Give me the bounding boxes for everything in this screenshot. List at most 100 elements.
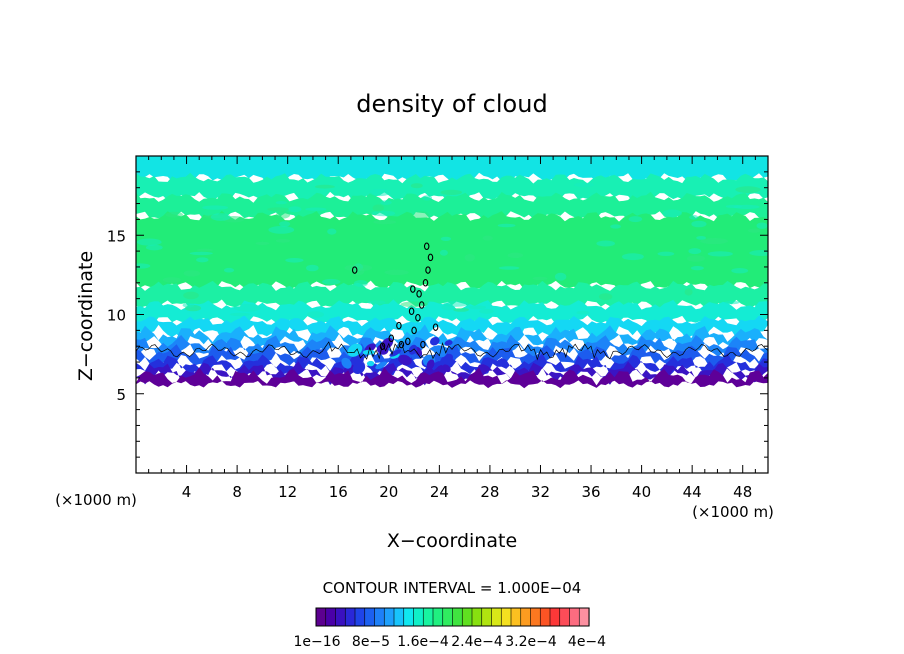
colorbar: 1e−16 8e−5 1.6e−4 2.4e−4 3.2e−4 4e−4 bbox=[293, 607, 606, 650]
chart-title: density of cloud bbox=[356, 90, 547, 118]
density-speckle bbox=[733, 204, 760, 209]
contour-blob bbox=[398, 340, 405, 349]
colorbar-swatch bbox=[374, 607, 385, 627]
contour-blob bbox=[388, 334, 395, 343]
density-band bbox=[136, 191, 768, 222]
contour-blob bbox=[416, 290, 422, 298]
density-speckle bbox=[275, 201, 287, 205]
density-speckle bbox=[255, 241, 270, 245]
colorbar-swatch bbox=[559, 607, 571, 627]
density-speckle bbox=[440, 236, 452, 241]
density-speckle bbox=[223, 267, 235, 273]
colorbar-label: 1.6e−4 bbox=[397, 634, 449, 650]
colorbar-swatch bbox=[520, 607, 532, 627]
density-speckle bbox=[684, 288, 693, 296]
density-speckle bbox=[657, 251, 675, 256]
colorbar-swatch bbox=[432, 607, 444, 627]
density-speckle bbox=[353, 280, 368, 287]
y-tick-label: 10 bbox=[107, 307, 126, 325]
plume-cell bbox=[442, 364, 451, 373]
density-speckle bbox=[756, 222, 768, 229]
colorbar-swatch bbox=[413, 607, 424, 627]
colorbar-swatch bbox=[422, 607, 434, 627]
colorbar-swatch bbox=[403, 607, 415, 627]
x-tick-label: 24 bbox=[430, 483, 449, 501]
density-speckle bbox=[468, 305, 487, 310]
contour-blob bbox=[379, 342, 386, 350]
contour-interval-text: CONTOUR INTERVAL = 1.000E−04 bbox=[323, 579, 582, 597]
density-speckle bbox=[136, 263, 151, 269]
plume-cell bbox=[341, 357, 352, 369]
density-band bbox=[136, 156, 768, 184]
x-tick-label: 36 bbox=[581, 483, 600, 501]
y-tick-label: 15 bbox=[107, 227, 126, 245]
colorbar-swatch bbox=[539, 607, 551, 627]
density-speckle bbox=[696, 236, 706, 240]
colorbar-swatch bbox=[481, 607, 493, 627]
colorbar-label: 3.2e−4 bbox=[505, 634, 557, 650]
density-speckle bbox=[735, 186, 761, 194]
density-speckle bbox=[276, 211, 291, 219]
contour-blob bbox=[418, 301, 425, 309]
density-speckle bbox=[371, 210, 396, 217]
density-speckle bbox=[306, 264, 319, 272]
y-tick-label: 5 bbox=[116, 386, 126, 404]
contour-blob bbox=[420, 340, 426, 349]
contour-blob bbox=[396, 321, 402, 330]
colorbar-swatch bbox=[364, 607, 376, 627]
density-speckle bbox=[373, 219, 397, 225]
density-speckle bbox=[234, 303, 261, 312]
density-speckle bbox=[628, 216, 643, 223]
density-speckle bbox=[285, 258, 304, 263]
density-speckle bbox=[400, 301, 428, 308]
density-speckle bbox=[145, 244, 163, 251]
colorbar-swatch bbox=[500, 607, 512, 627]
density-speckle bbox=[267, 207, 289, 212]
contour-blob bbox=[422, 279, 429, 287]
contour-blob bbox=[411, 326, 417, 335]
x-tick-label: 44 bbox=[683, 483, 702, 501]
colorbar-swatch bbox=[383, 607, 395, 627]
plume-cell bbox=[389, 349, 402, 357]
density-speckle bbox=[369, 188, 391, 197]
plume-cell bbox=[444, 340, 453, 346]
colorbar-label: 1e−16 bbox=[293, 634, 340, 650]
colorbar-swatch bbox=[325, 607, 337, 627]
colorbar-swatch bbox=[354, 607, 366, 627]
density-speckle bbox=[576, 310, 590, 315]
plume-cell bbox=[426, 359, 435, 370]
contour-blob bbox=[425, 266, 431, 274]
density-speckle bbox=[344, 264, 373, 272]
density-speckle bbox=[532, 276, 548, 281]
density-band bbox=[136, 210, 768, 292]
colorbar-swatch bbox=[452, 607, 463, 627]
density-speckle bbox=[482, 235, 493, 241]
density-speckle bbox=[306, 311, 324, 318]
density-speckle bbox=[688, 248, 702, 255]
density-speckle bbox=[165, 211, 183, 218]
density-speckle bbox=[731, 268, 749, 274]
density-band bbox=[136, 324, 768, 353]
colorbar-swatch bbox=[569, 607, 580, 627]
plume-cell bbox=[430, 336, 440, 346]
density-speckle bbox=[288, 206, 302, 213]
density-speckle bbox=[275, 238, 291, 243]
colorbar-swatch bbox=[344, 607, 356, 627]
density-speckle bbox=[464, 254, 475, 262]
x-tick-label: 4 bbox=[182, 483, 192, 501]
contour-blob bbox=[427, 253, 434, 262]
density-speckle bbox=[421, 195, 433, 201]
colorbar-label: 4e−4 bbox=[568, 634, 606, 650]
plume-cell bbox=[352, 361, 366, 375]
x-tick-label: 20 bbox=[379, 483, 398, 501]
density-speckle bbox=[497, 223, 516, 228]
contour-line bbox=[136, 341, 768, 361]
colorbar-swatch bbox=[315, 607, 327, 627]
density-speckle bbox=[621, 253, 644, 261]
y-axis-label: Z−coordinate bbox=[75, 251, 97, 381]
plume-cell bbox=[375, 361, 387, 370]
density-speckle bbox=[322, 278, 341, 285]
